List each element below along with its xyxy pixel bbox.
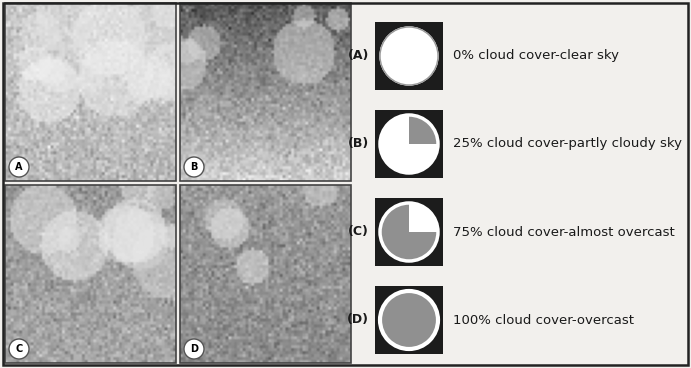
Circle shape <box>184 339 204 359</box>
Circle shape <box>380 291 438 349</box>
Bar <box>180 185 351 363</box>
Bar <box>375 22 443 90</box>
Wedge shape <box>409 115 438 144</box>
Text: 0% cloud cover-clear sky: 0% cloud cover-clear sky <box>453 50 619 63</box>
Bar <box>5 3 176 181</box>
Bar <box>375 286 443 354</box>
Bar <box>375 198 443 266</box>
Text: C: C <box>15 344 23 354</box>
Text: B: B <box>190 162 198 172</box>
Text: (A): (A) <box>348 50 369 63</box>
Text: (C): (C) <box>348 226 369 238</box>
Circle shape <box>380 115 438 173</box>
Circle shape <box>9 339 29 359</box>
Text: (B): (B) <box>348 138 369 151</box>
Text: A: A <box>15 162 23 172</box>
Text: 100% cloud cover-overcast: 100% cloud cover-overcast <box>453 314 634 326</box>
Text: (D): (D) <box>347 314 369 326</box>
Text: D: D <box>190 344 198 354</box>
Bar <box>180 3 351 181</box>
Wedge shape <box>380 203 438 261</box>
Circle shape <box>380 27 438 85</box>
Bar <box>375 110 443 178</box>
Bar <box>5 185 176 363</box>
Circle shape <box>184 157 204 177</box>
Text: 25% cloud cover-partly cloudy sky: 25% cloud cover-partly cloudy sky <box>453 138 682 151</box>
Circle shape <box>380 203 438 261</box>
Circle shape <box>9 157 29 177</box>
Text: 75% cloud cover-almost overcast: 75% cloud cover-almost overcast <box>453 226 674 238</box>
